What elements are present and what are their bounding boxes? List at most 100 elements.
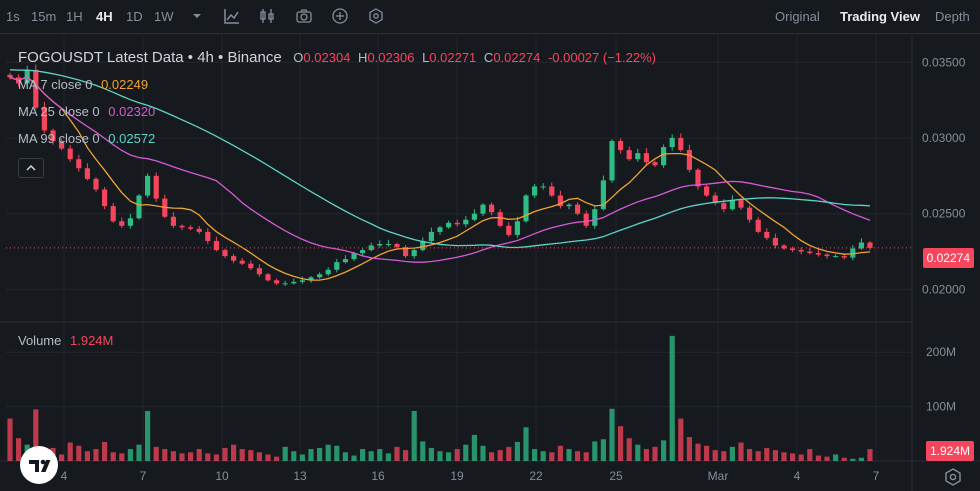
candle-body xyxy=(652,162,658,166)
candle-body xyxy=(437,227,443,232)
candle-body xyxy=(489,204,495,213)
time-tick-label: 4 xyxy=(794,469,801,483)
legend-close-label: C xyxy=(483,50,494,65)
volume-bar xyxy=(360,449,366,461)
candle-body xyxy=(394,243,400,248)
legend-high-label: H xyxy=(358,50,368,65)
candle-body xyxy=(222,250,228,257)
candle-body xyxy=(841,256,847,258)
volume-bar xyxy=(248,450,254,461)
volume-bar xyxy=(16,438,22,461)
candle-body xyxy=(265,274,271,281)
candle-body xyxy=(360,250,366,254)
volume-bar xyxy=(446,452,452,461)
candle-body xyxy=(291,281,297,284)
volume-bar xyxy=(471,434,477,461)
time-tick-label: 19 xyxy=(450,469,464,483)
candle-body xyxy=(738,200,744,208)
candle-body xyxy=(110,206,116,222)
volume-bar xyxy=(463,444,469,461)
candle-body xyxy=(747,207,753,220)
candle-body xyxy=(471,213,477,220)
volume-bar xyxy=(626,438,632,461)
candle-body xyxy=(368,245,374,251)
volume-bar xyxy=(385,453,391,461)
camera-icon[interactable] xyxy=(295,7,313,25)
chart-area[interactable]: 0.03500 0.03000 0.02500 0.02000 200M 100M 4 7 10… xyxy=(0,35,980,491)
volume-bar xyxy=(437,451,443,461)
candle-body xyxy=(342,259,348,263)
indicators-icon[interactable] xyxy=(258,7,276,25)
candle-body xyxy=(514,221,520,235)
volume-bar xyxy=(850,458,856,461)
candle-body xyxy=(643,153,649,163)
volume-bar xyxy=(93,449,99,461)
volume-bar xyxy=(575,451,581,461)
volume-bar xyxy=(342,452,348,461)
volume-bar xyxy=(299,454,305,461)
time-tick-label: Mar xyxy=(708,469,729,483)
volume-bar xyxy=(867,449,873,461)
ma7-label: MA 7 close 0 xyxy=(18,77,93,92)
candle-body xyxy=(248,263,254,269)
candle-body xyxy=(385,243,391,245)
volume-bar xyxy=(291,451,297,461)
candle-body xyxy=(463,219,469,225)
volume-bar xyxy=(506,446,512,461)
volume-bar xyxy=(368,451,374,461)
tab-depth[interactable]: Depth xyxy=(935,9,970,24)
tradingview-logo[interactable] xyxy=(20,446,58,484)
volume-bar xyxy=(497,450,503,461)
price-tick-label: 0.02000 xyxy=(922,282,966,296)
candle-body xyxy=(7,74,13,78)
volume-bar xyxy=(704,445,710,461)
candle-body xyxy=(50,130,56,142)
volume-bar xyxy=(798,454,804,461)
timeframe-1s[interactable]: 1s xyxy=(6,9,20,24)
tab-trading-view[interactable]: Trading View xyxy=(840,9,920,24)
candle-body xyxy=(583,213,589,226)
volume-bar xyxy=(532,449,538,461)
volume-bar xyxy=(428,447,434,461)
volume-bar xyxy=(84,451,90,461)
add-circle-icon[interactable] xyxy=(331,7,349,25)
volume-bar xyxy=(67,442,73,461)
timeframe-1w[interactable]: 1W xyxy=(154,9,174,24)
tab-original[interactable]: Original xyxy=(775,9,820,24)
legend-change: -0.00027 (−1.22%) xyxy=(547,50,656,65)
collapse-legend-button[interactable] xyxy=(18,158,44,178)
candle-body xyxy=(325,269,331,275)
timeframe-1h[interactable]: 1H xyxy=(66,9,83,24)
candle-body xyxy=(815,253,821,255)
candle-body xyxy=(781,245,787,249)
candle-body xyxy=(635,153,641,160)
ma99-label: MA 99 close 0 xyxy=(18,131,100,146)
candle-body xyxy=(377,243,383,246)
candlestick-chart[interactable]: 0.03500 0.03000 0.02500 0.02000 200M 100M 4 7 10… xyxy=(0,35,980,491)
timeframe-4h[interactable]: 4H xyxy=(96,9,113,24)
volume-bar xyxy=(265,454,271,461)
candle-body xyxy=(446,222,452,228)
candle-body xyxy=(764,231,770,238)
candle-body xyxy=(686,150,692,170)
chart-settings-icon[interactable] xyxy=(942,466,964,488)
volume-bar xyxy=(815,455,821,461)
timeframe-15m[interactable]: 15m xyxy=(31,9,57,24)
settings-hex-icon[interactable] xyxy=(367,7,385,25)
candle-body xyxy=(669,137,675,148)
volume-bar xyxy=(351,455,357,461)
volume-bar xyxy=(781,452,787,461)
toolbar: 1s 15m 1H 4H 1D 1W Original Trading View… xyxy=(0,0,980,34)
line-chart-icon[interactable] xyxy=(223,7,241,25)
volume-bar xyxy=(652,446,658,461)
ohlc-legend: FOGOUSDT Latest Data • 4h • Binance O0.0… xyxy=(18,49,656,66)
volume-bar xyxy=(377,449,383,461)
chevron-down-icon[interactable] xyxy=(188,7,206,25)
time-tick-label: 7 xyxy=(873,469,880,483)
ma99-row: MA 99 close 0 0.02572 xyxy=(18,131,155,146)
volume-bar xyxy=(764,447,770,461)
timeframe-1d[interactable]: 1D xyxy=(126,9,143,24)
candle-body xyxy=(93,178,99,190)
legend-title: FOGOUSDT Latest Data • 4h • Binance xyxy=(18,49,282,66)
volume-bar xyxy=(317,447,323,461)
